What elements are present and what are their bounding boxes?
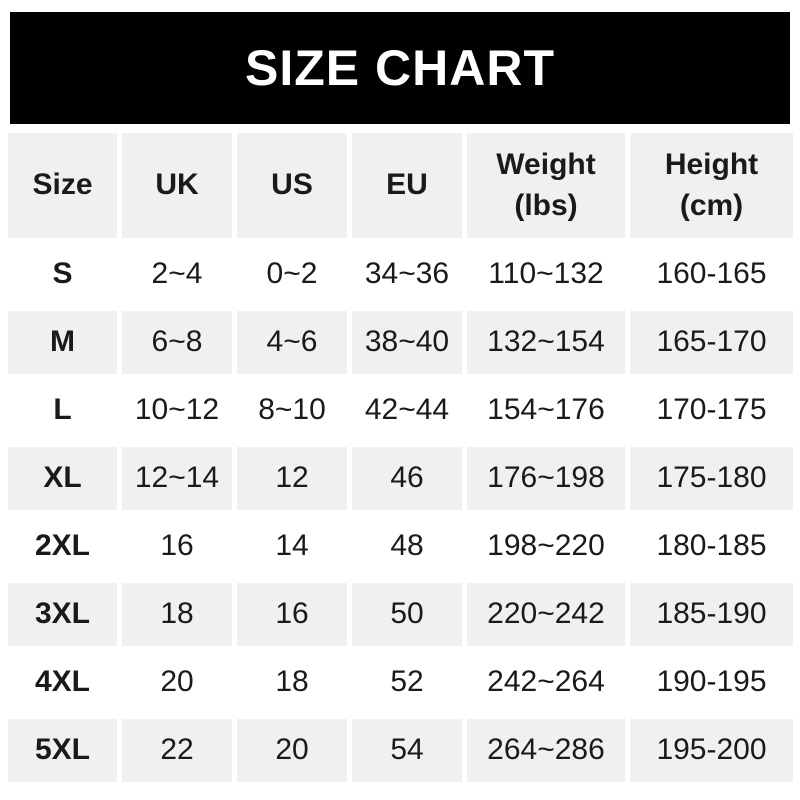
cell-height: 175-180 bbox=[630, 447, 793, 510]
header-cell-us: US bbox=[237, 133, 347, 238]
cell-height: 195-200 bbox=[630, 719, 793, 782]
cell-weight: 132~154 bbox=[467, 311, 625, 374]
cell-size: 2XL bbox=[8, 515, 117, 578]
column-label: Size bbox=[32, 168, 93, 202]
cell-weight: 242~264 bbox=[467, 651, 625, 714]
cell-uk: 2~4 bbox=[122, 243, 232, 306]
column-label: EU bbox=[386, 168, 428, 202]
header-cell-weight: Weight (lbs) bbox=[467, 133, 625, 238]
cell-size: S bbox=[8, 243, 117, 306]
cell-us: 4~6 bbox=[237, 311, 347, 374]
cell-eu: 34~36 bbox=[352, 243, 462, 306]
cell-uk: 12~14 bbox=[122, 447, 232, 510]
cell-height: 180-185 bbox=[630, 515, 793, 578]
cell-size: M bbox=[8, 311, 117, 374]
cell-size: 5XL bbox=[8, 719, 117, 782]
cell-weight: 110~132 bbox=[467, 243, 625, 306]
cell-height: 170-175 bbox=[630, 379, 793, 442]
cell-eu: 48 bbox=[352, 515, 462, 578]
cell-weight: 264~286 bbox=[467, 719, 625, 782]
cell-weight: 154~176 bbox=[467, 379, 625, 442]
cell-height: 185-190 bbox=[630, 583, 793, 646]
cell-weight: 220~242 bbox=[467, 583, 625, 646]
header-cell-eu: EU bbox=[352, 133, 462, 238]
page-title: SIZE CHART bbox=[245, 40, 555, 96]
cell-height: 190-195 bbox=[630, 651, 793, 714]
cell-weight: 198~220 bbox=[467, 515, 625, 578]
cell-height: 160-165 bbox=[630, 243, 793, 306]
cell-uk: 20 bbox=[122, 651, 232, 714]
title-banner: SIZE CHART bbox=[10, 12, 790, 124]
cell-size: XL bbox=[8, 447, 117, 510]
cell-us: 16 bbox=[237, 583, 347, 646]
cell-us: 14 bbox=[237, 515, 347, 578]
cell-size: 3XL bbox=[8, 583, 117, 646]
cell-eu: 50 bbox=[352, 583, 462, 646]
cell-us: 0~2 bbox=[237, 243, 347, 306]
cell-size: 4XL bbox=[8, 651, 117, 714]
cell-us: 20 bbox=[237, 719, 347, 782]
cell-us: 8~10 bbox=[237, 379, 347, 442]
cell-eu: 54 bbox=[352, 719, 462, 782]
cell-size: L bbox=[8, 379, 117, 442]
header-cell-uk: UK bbox=[122, 133, 232, 238]
cell-weight: 176~198 bbox=[467, 447, 625, 510]
cell-uk: 10~12 bbox=[122, 379, 232, 442]
cell-uk: 6~8 bbox=[122, 311, 232, 374]
cell-us: 18 bbox=[237, 651, 347, 714]
header-cell-size: Size bbox=[8, 133, 117, 238]
cell-height: 165-170 bbox=[630, 311, 793, 374]
cell-us: 12 bbox=[237, 447, 347, 510]
column-sublabel: (lbs) bbox=[514, 188, 578, 222]
cell-eu: 42~44 bbox=[352, 379, 462, 442]
cell-eu: 46 bbox=[352, 447, 462, 510]
cell-uk: 22 bbox=[122, 719, 232, 782]
header-cell-height: Height (cm) bbox=[630, 133, 793, 238]
column-label: US bbox=[271, 168, 313, 202]
column-sublabel: (cm) bbox=[679, 188, 744, 222]
column-label: Weight bbox=[496, 148, 596, 181]
cell-eu: 38~40 bbox=[352, 311, 462, 374]
cell-uk: 16 bbox=[122, 515, 232, 578]
column-label: UK bbox=[155, 168, 199, 202]
cell-eu: 52 bbox=[352, 651, 462, 714]
size-table: Size UK US EU Weight (lbs) Height (cm) S… bbox=[8, 133, 793, 782]
column-label: Height bbox=[664, 148, 759, 181]
cell-uk: 18 bbox=[122, 583, 232, 646]
